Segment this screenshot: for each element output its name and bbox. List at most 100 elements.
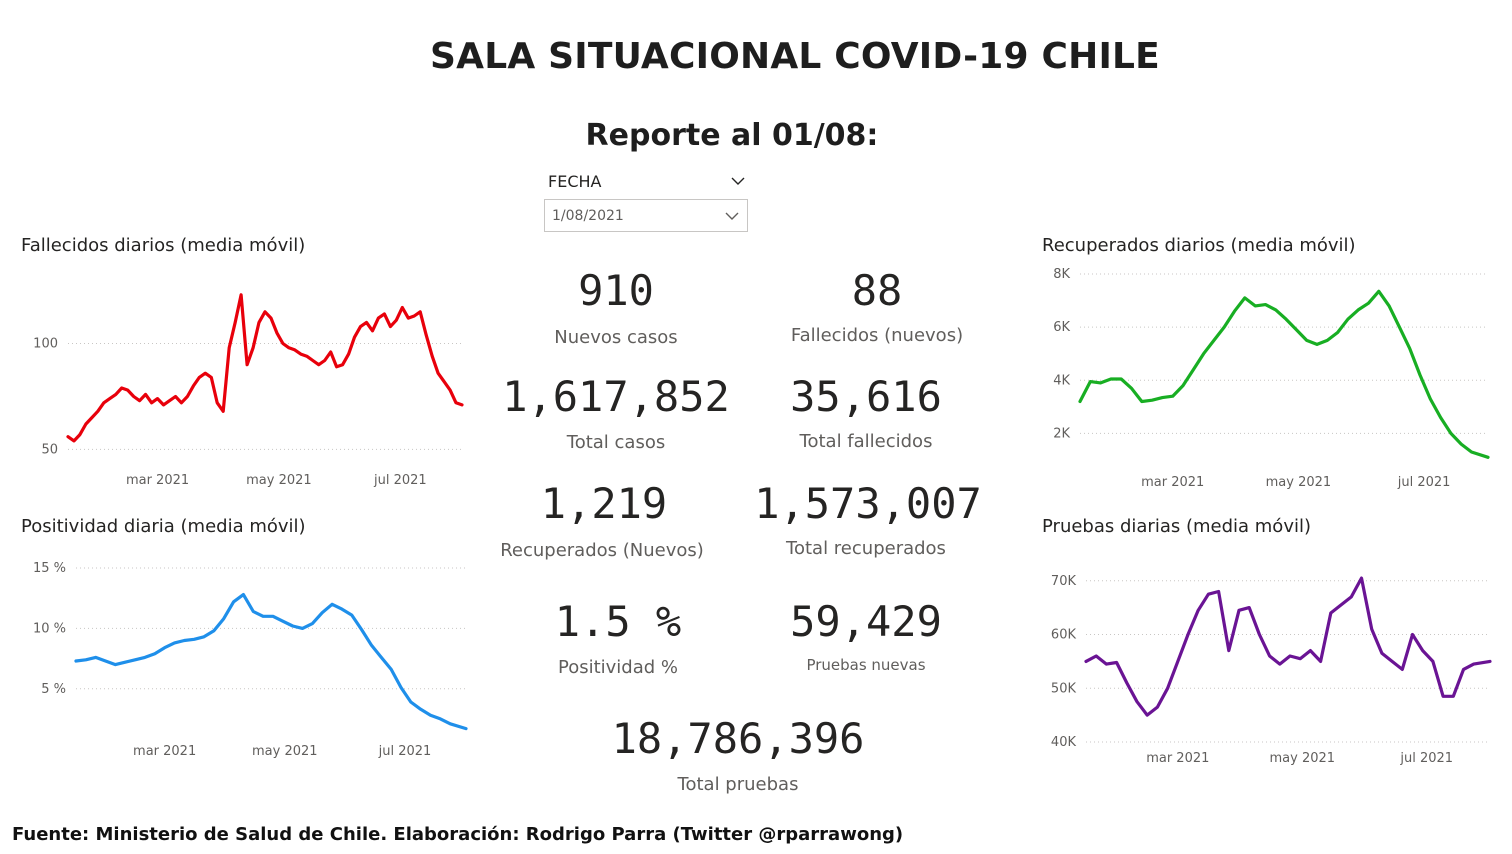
data-point [144,393,146,395]
data-point [420,708,422,710]
x-tick-label: jul 2021 [1399,751,1453,766]
x-tick-label: mar 2021 [133,744,196,759]
data-point [1388,305,1390,307]
data-point [1238,609,1240,611]
data-point [1233,310,1235,312]
y-tick-label: 60K [1051,628,1077,643]
data-point [1442,695,1444,697]
x-tick-label: jul 2021 [378,744,432,759]
data-point [127,389,129,391]
data-point [1110,378,1112,380]
data-point [85,659,87,661]
kpi-total-fallecidos-value: 35,616 [790,372,942,421]
data-point [1105,663,1107,665]
data-point [1299,658,1301,660]
data-point [1462,668,1464,670]
data-point [1411,633,1413,635]
data-point [103,402,105,404]
data-point [395,319,397,321]
data-point [104,660,106,662]
data-point [321,612,323,614]
y-tick-label: 15 % [33,561,66,576]
x-tick-label: jul 2021 [1397,475,1451,490]
data-point [1244,297,1246,299]
slicer-collapse-chevron-icon[interactable] [728,172,748,190]
data-point [1326,339,1328,341]
data-point [85,423,87,425]
data-point [1452,695,1454,697]
kpi-pruebas-nuevas-label: Pruebas nuevas [806,656,926,674]
data-point [1248,606,1250,608]
y-tick-label: 50 [41,442,58,457]
kpi-positividad-value: 1.5 % [554,597,682,646]
data-point [1340,604,1342,606]
y-tick-label: 4K [1053,373,1070,388]
data-point [193,638,195,640]
data-point [203,636,205,638]
y-tick-label: 100 [33,337,58,352]
data-point [216,402,218,404]
data-point [1207,593,1209,595]
data-point [439,718,441,720]
data-point [292,625,294,627]
data-point [360,628,362,630]
data-point [95,656,97,658]
data-point [79,433,81,435]
data-point [242,593,244,595]
data-point [1350,596,1352,598]
data-point [1141,400,1143,402]
data-point [138,400,140,402]
data-point [1347,318,1349,320]
data-point [1136,701,1138,703]
data-point [1319,660,1321,662]
data-point [121,387,123,389]
x-tick-label: may 2021 [252,744,318,759]
data-point [246,364,248,366]
date-slicer-label: FECHA [548,172,602,191]
data-point [1115,661,1117,663]
data-point [222,410,224,412]
data-point [114,663,116,665]
data-point [294,349,296,351]
data-point [1120,378,1122,380]
data-point [1228,649,1230,651]
data-point [318,364,320,366]
data-point [324,359,326,361]
x-tick-label: jul 2021 [373,473,427,488]
data-point [1258,633,1260,635]
data-point [228,347,230,349]
data-point [1285,318,1287,320]
data-point [1279,663,1281,665]
data-point [1295,329,1297,331]
data-point [347,353,349,355]
series-line-pruebas [1084,576,1492,717]
data-point [465,727,467,729]
kpi-recuperados-nuevos-value: 1,219 [540,479,668,528]
data-point [276,332,278,334]
data-point [192,385,194,387]
data-point [1316,343,1318,345]
date-slicer-dropdown[interactable]: 1/08/2021 [544,199,748,232]
y-tick-label: 8K [1053,267,1070,282]
data-point [351,614,353,616]
data-point [282,620,284,622]
data-point [1367,302,1369,304]
data-point [1381,652,1383,654]
data-point [419,311,421,313]
y-tick-label: 2K [1053,426,1070,441]
data-point [1202,353,1204,355]
chart-recuperados: 2K 4K 6K 8K mar 2021 may 2021 jul 2021 [1053,267,1490,490]
data-point [371,330,373,332]
data-point [252,610,254,612]
data-point [73,440,75,442]
data-point [1357,309,1359,311]
data-point [1166,687,1168,689]
data-point [168,400,170,402]
data-point [1275,309,1277,311]
data-point [389,325,391,327]
data-point [174,395,176,397]
data-point [1268,655,1270,657]
kpi-total-pruebas-value: 18,786,396 [611,714,865,763]
data-point [1172,395,1174,397]
data-point [1217,590,1219,592]
